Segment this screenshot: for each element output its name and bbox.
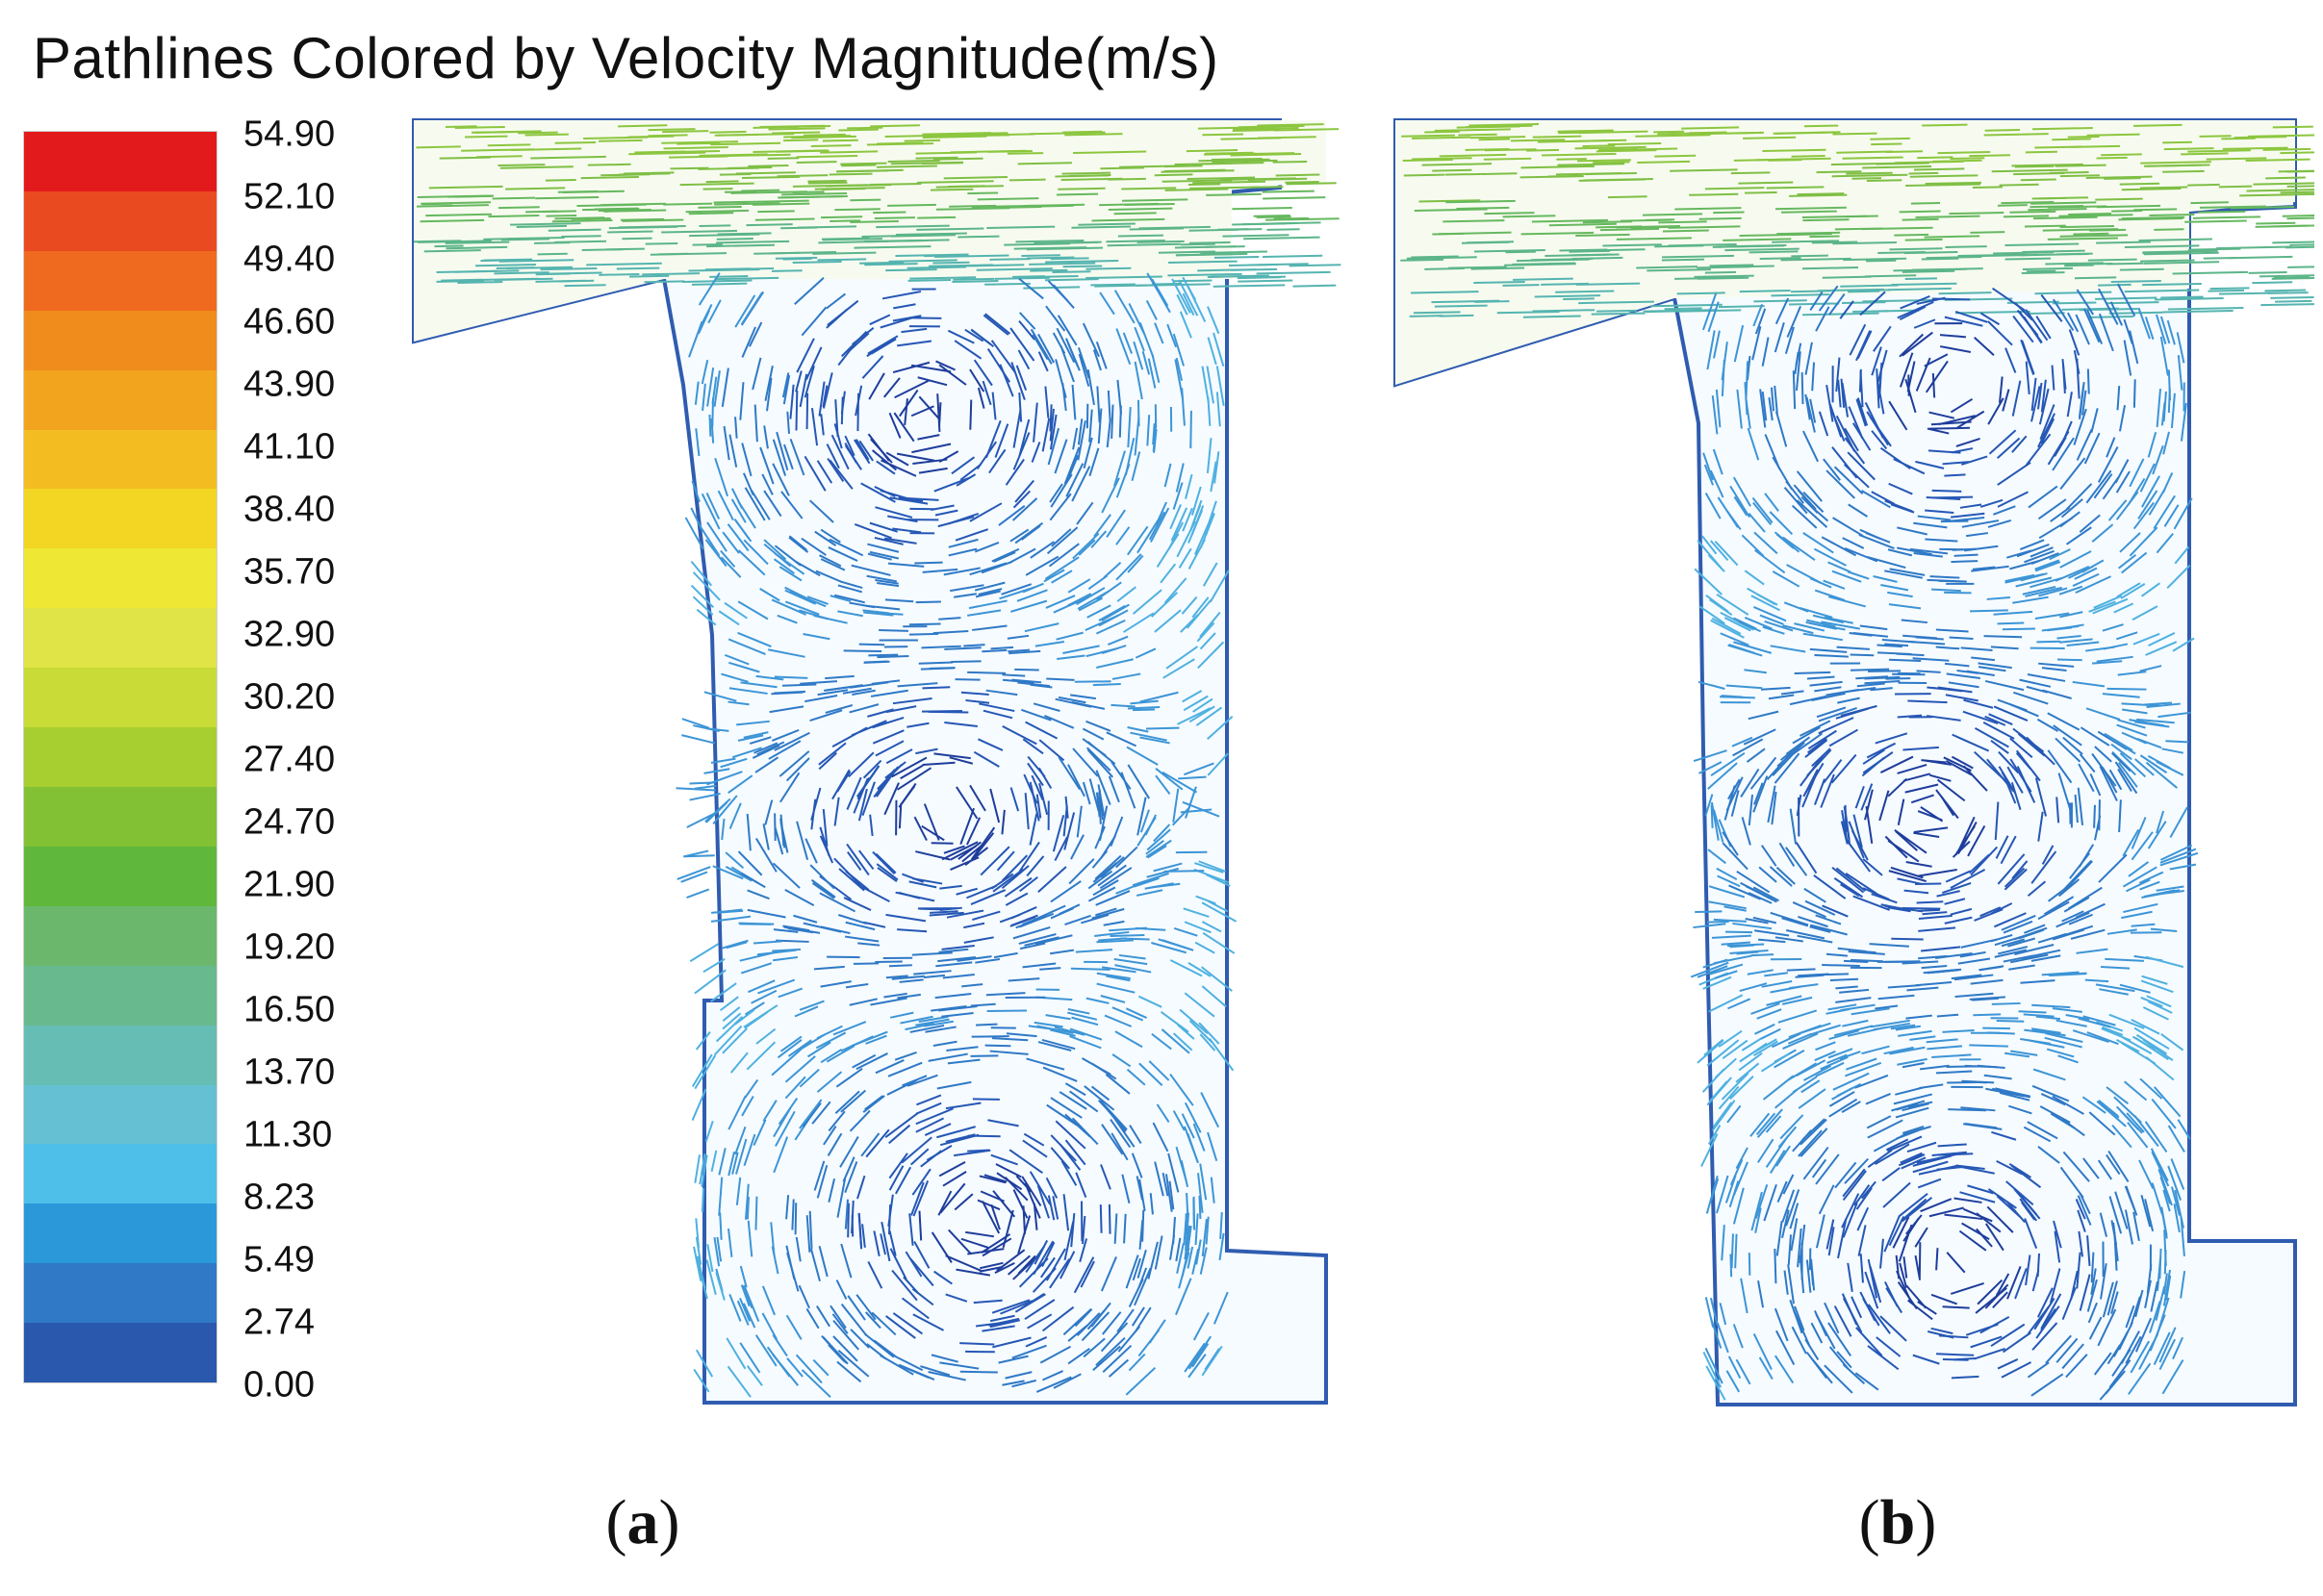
figure-title: Pathlines Colored by Velocity Magnitude(… <box>33 26 1219 90</box>
legend-swatch <box>24 965 217 1026</box>
legend-swatch <box>24 1263 217 1324</box>
panel-b-pathlines <box>1391 0 2314 1443</box>
panel-a-pathlines <box>404 0 1347 1443</box>
legend-tick-label: 41.10 <box>243 426 336 468</box>
legend-tick-label: 24.70 <box>243 801 336 843</box>
pathlines <box>414 123 1341 1398</box>
legend-swatch <box>24 1084 217 1145</box>
legend-tick-label: 46.60 <box>243 301 336 342</box>
legend-tick-label: 21.90 <box>243 864 336 905</box>
pathlines <box>1400 123 2314 1401</box>
legend-swatch <box>24 190 217 251</box>
panel-a-flow-field <box>412 118 1341 1405</box>
legend-tick-label: 11.30 <box>243 1114 333 1155</box>
legend-swatch <box>24 369 217 430</box>
legend-swatch <box>24 727 217 787</box>
color-legend-labels: 54.90 52.10 49.40 46.60 43.90 41.10 38.40 35.70… <box>243 0 378 1596</box>
legend-swatch <box>24 1323 217 1383</box>
legend-swatch <box>24 489 217 549</box>
legend-swatch <box>24 310 217 370</box>
legend-swatch <box>24 846 217 906</box>
legend-tick-label: 49.40 <box>243 239 336 280</box>
legend-tick-label: 19.20 <box>243 926 336 968</box>
legend-swatch <box>24 548 217 609</box>
legend-tick-label: 2.74 <box>243 1302 315 1343</box>
legend-tick-label: 54.90 <box>243 114 336 155</box>
caption-a: (a) <box>605 1487 680 1558</box>
legend-tick-label: 27.40 <box>243 739 336 780</box>
legend-swatch <box>24 905 217 966</box>
legend-swatch <box>24 1144 217 1204</box>
legend-swatch <box>24 132 217 191</box>
legend-tick-label: 0.00 <box>243 1364 315 1406</box>
legend-tick-label: 8.23 <box>243 1177 315 1218</box>
legend-tick-label: 30.20 <box>243 676 336 718</box>
caption-b: (b) <box>1858 1487 1937 1558</box>
legend-tick-label: 5.49 <box>243 1239 315 1280</box>
legend-swatch <box>24 429 217 490</box>
legend-tick-label: 52.10 <box>243 176 336 217</box>
legend-swatch <box>24 786 217 847</box>
legend-swatch <box>24 608 217 669</box>
legend-tick-label: 13.70 <box>243 1051 336 1093</box>
legend-swatch <box>24 1203 217 1264</box>
legend-swatch <box>24 668 217 728</box>
panel-b-flow-field <box>1393 118 2314 1406</box>
color-legend-bar <box>23 131 217 1383</box>
legend-tick-label: 43.90 <box>243 364 336 405</box>
channel-region <box>1395 120 2295 385</box>
legend-tick-label: 32.90 <box>243 614 336 655</box>
legend-tick-label: 16.50 <box>243 989 336 1030</box>
legend-swatch <box>24 250 217 311</box>
legend-tick-label: 38.40 <box>243 489 336 530</box>
legend-tick-label: 35.70 <box>243 551 336 593</box>
legend-swatch <box>24 1025 217 1085</box>
